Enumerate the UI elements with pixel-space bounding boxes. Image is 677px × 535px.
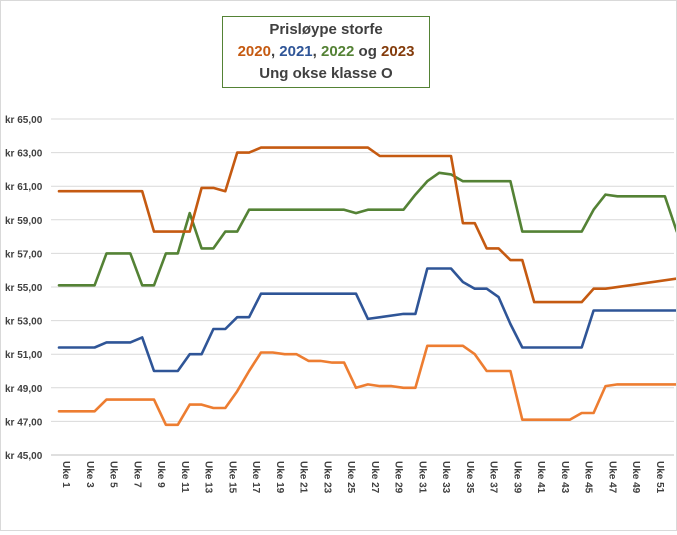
x-tick-label: Uke 35 [464,461,475,494]
chart-title: Prisløype storfe [269,21,383,38]
y-tick-label: kr 65,00 [5,115,43,126]
series-line-2021 [57,267,677,373]
x-tick-label: Uke 31 [416,461,427,494]
x-tick-label: Uke 23 [321,461,332,494]
x-tick-label: Uke 15 [226,461,237,494]
series-lines [57,146,677,427]
x-tick-label: Uke 7 [131,461,142,488]
x-axis-tick-labels: Uke 1 Uke 3 Uke 5 Uke 7 Uke 9 Uke 11 Uke 13 Uke… [60,461,665,494]
y-tick-label: kr 63,00 [5,149,43,160]
x-tick-label: Uke 51 [654,461,665,494]
year-2021-label: 2021 [279,43,313,60]
x-tick-label: Uke 41 [535,461,546,494]
x-tick-label: Uke 19 [274,461,285,494]
x-tick-label: Uke 39 [511,461,522,494]
y-tick-label: kr 53,00 [5,317,43,328]
y-tick-label: kr 55,00 [5,283,43,294]
y-axis-tick-labels: kr 45,00 kr 47,00 kr 49,00 kr 51,00 kr 53,00… [5,115,43,462]
x-tick-label: Uke 17 [250,461,261,494]
x-tick-label: Uke 33 [440,461,451,494]
x-tick-label: Uke 27 [369,461,380,494]
x-tick-label: Uke 21 [298,461,309,494]
y-tick-label: kr 47,00 [5,417,43,428]
x-tick-label: Uke 49 [630,461,641,494]
x-tick-label: Uke 47 [606,461,617,494]
x-tick-label: Uke 43 [559,461,570,494]
y-tick-label: kr 45,00 [5,451,43,462]
y-tick-label: kr 61,00 [5,182,43,193]
chart-title-box: Prisløype storfe 2020, 2021, 2022 og 202… [222,16,430,88]
y-tick-label: kr 49,00 [5,384,43,395]
x-tick-label: Uke 9 [155,461,166,488]
year-2023-label: 2023 [381,43,415,60]
x-tick-label: Uke 1 [60,461,71,488]
y-tick-label: kr 51,00 [5,350,43,361]
series-line-2023 [57,146,677,304]
y-tick-label: kr 57,00 [5,249,43,260]
title-separator: og [354,43,382,60]
year-2022-label: 2022 [321,43,355,60]
x-tick-label: Uke 29 [393,461,404,494]
x-tick-label: Uke 5 [108,461,119,488]
title-separator: , [312,43,321,60]
x-tick-label: Uke 13 [203,461,214,494]
x-tick-label: Uke 45 [583,461,594,494]
chart-subtitle: Ung okse klasse O [259,65,393,82]
chart-title-years: 2020, 2021, 2022 og 2023 [223,41,429,63]
title-separator: , [270,43,280,60]
series-line-2020 [57,344,677,427]
x-tick-label: Uke 25 [345,461,356,494]
year-2020-label: 2020 [237,43,271,60]
y-tick-label: kr 59,00 [5,216,43,227]
x-tick-label: Uke 11 [179,461,190,493]
gridlines [51,118,674,456]
x-tick-label: Uke 37 [488,461,499,494]
x-tick-label: Uke 3 [84,461,95,488]
series-line-2022 [57,171,677,287]
